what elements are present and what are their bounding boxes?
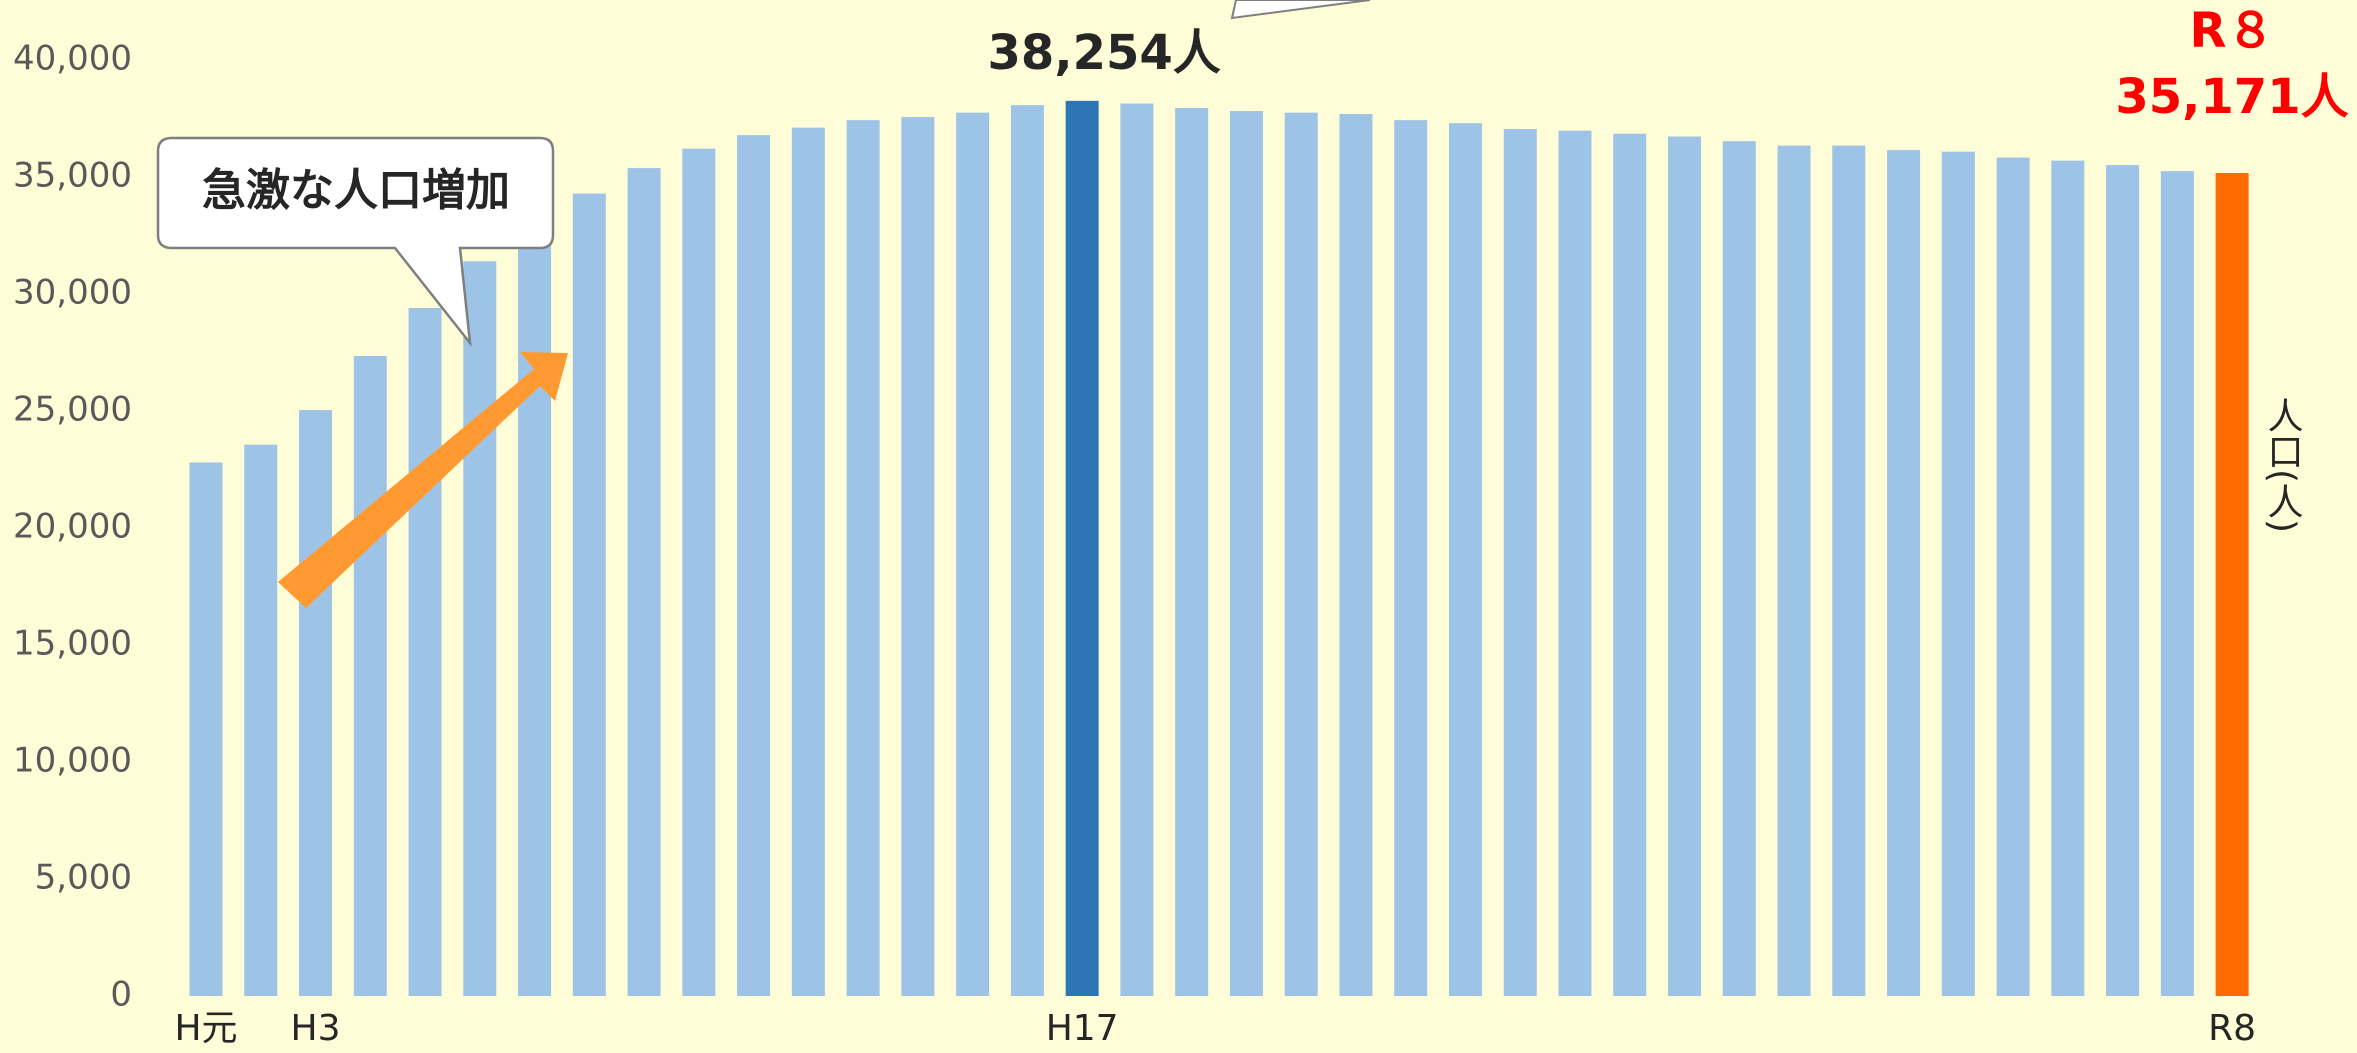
bar — [1941, 151, 1975, 996]
bar — [572, 193, 606, 996]
y-tick-label: 30,000 — [13, 273, 132, 313]
bar — [518, 223, 552, 997]
bar — [1394, 120, 1428, 996]
callout-text: 急激な人口増加 — [202, 165, 510, 216]
last-category-label: R８ — [2190, 3, 2275, 59]
bar — [244, 444, 278, 996]
y-axis-title: 人口(人) — [2262, 397, 2303, 533]
y-tick-label: 40,000 — [13, 39, 132, 79]
value-label: 35,171人 — [2115, 69, 2348, 125]
bar — [2106, 165, 2140, 997]
bar — [1448, 123, 1482, 997]
bar — [1503, 129, 1537, 996]
bar — [1777, 145, 1811, 997]
x-tick-label: R8 — [2208, 1008, 2256, 1049]
y-tick-label: 15,000 — [13, 624, 132, 664]
x-tick-label: H17 — [1046, 1008, 1119, 1049]
trend-arrow — [278, 352, 568, 608]
bar — [1010, 105, 1044, 997]
bar — [1558, 130, 1592, 997]
bar — [682, 148, 716, 996]
bar — [1339, 114, 1373, 996]
bar — [189, 462, 223, 997]
bar — [299, 410, 333, 997]
bar — [463, 261, 497, 996]
partial-callout — [1230, 0, 1371, 20]
bar — [1996, 157, 2030, 996]
bar — [408, 308, 442, 996]
bar — [737, 135, 771, 996]
value-label: 38,254人 — [988, 25, 1221, 81]
y-tick-label: 5,000 — [35, 858, 132, 898]
bar — [956, 112, 990, 996]
bar — [1613, 133, 1647, 996]
bar — [1668, 136, 1702, 996]
y-tick-label: 25,000 — [13, 390, 132, 430]
bar — [1065, 100, 1099, 997]
bar — [1722, 141, 1756, 996]
bar — [846, 120, 880, 996]
y-tick-label: 35,000 — [13, 156, 132, 196]
bar — [1229, 111, 1263, 996]
bar — [1175, 107, 1209, 997]
bar — [901, 117, 935, 996]
bar — [791, 127, 825, 997]
bar — [2160, 171, 2194, 996]
callout-box — [156, 136, 555, 348]
bar — [627, 168, 661, 996]
bar — [1284, 112, 1318, 996]
y-tick-label: 20,000 — [13, 507, 132, 547]
x-tick-label: H元 — [174, 1008, 237, 1049]
bar — [1120, 103, 1154, 997]
y-tick-label: 10,000 — [13, 741, 132, 781]
bar — [353, 356, 387, 996]
y-tick-label: 0 — [110, 975, 132, 1015]
x-tick-label: H3 — [291, 1008, 341, 1049]
bar — [2051, 160, 2085, 996]
bar — [1887, 150, 1921, 997]
bar — [1832, 145, 1866, 997]
bar — [2215, 172, 2249, 996]
